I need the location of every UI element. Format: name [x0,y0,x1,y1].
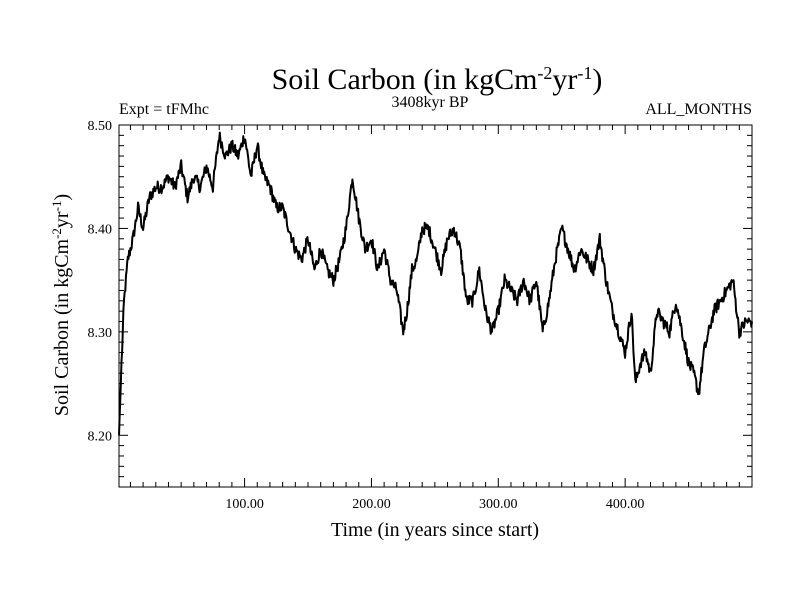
plot-frame [118,124,753,488]
months-label: ALL_MONTHS [645,101,752,118]
y-axis-label-end: ) [51,194,73,201]
chart-subtitle: 3408kyr BP [392,94,469,111]
y-axis-label-sup1: -2 [49,228,64,239]
chart-title-mid: yr [552,63,577,96]
y-axis-label-main: Soil Carbon (in kgCm [51,238,73,416]
y-tick-label: 8.40 [88,222,113,237]
y-tick-labels: 8.20 8.30 8.40 8.50 [88,119,113,444]
x-tick-label: 300.00 [479,497,518,512]
soil-carbon-series-line [118,131,753,436]
x-tick-labels: 100.00 200.00 300.00 400.00 [225,497,644,512]
x-tick-label: 400.00 [606,497,645,512]
y-axis-label: Soil Carbon (in kgCm-2yr-1) [49,194,74,416]
x-tick-label: 100.00 [225,497,264,512]
chart-title: Soil Carbon (in kgCm-2yr-1) [272,63,603,96]
y-tick-label: 8.30 [88,326,113,341]
y-tick-label: 8.20 [88,429,113,444]
chart-title-sup2: -1 [577,63,592,83]
x-axis-label: Time (in years since start) [331,519,539,541]
x-tick-label: 200.00 [352,497,391,512]
axis-ticks [119,124,752,487]
chart-title-main: Soil Carbon (in kgCm [272,63,538,96]
chart-title-end: ) [592,63,602,96]
y-tick-label: 8.50 [88,119,113,134]
y-axis-label-sup2: -1 [49,201,64,212]
y-axis-label-mid: yr [51,211,73,228]
experiment-label: Expt = tFMhc [119,101,209,118]
chart-title-sup1: -2 [537,63,552,83]
